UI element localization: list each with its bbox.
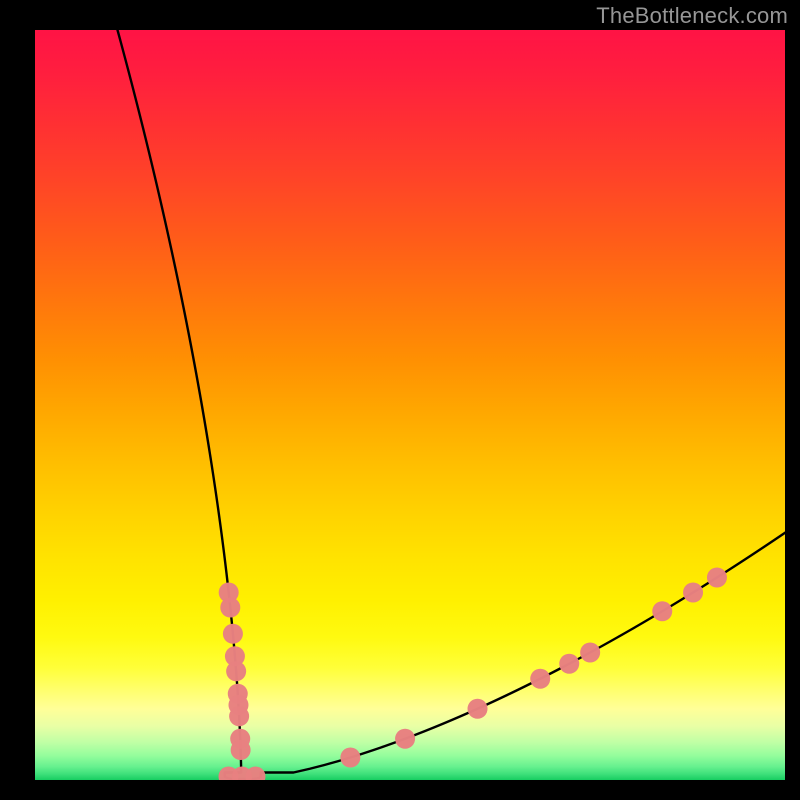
watermark-text: TheBottleneck.com xyxy=(596,3,788,29)
data-points xyxy=(35,30,785,780)
plot-area xyxy=(35,30,785,780)
